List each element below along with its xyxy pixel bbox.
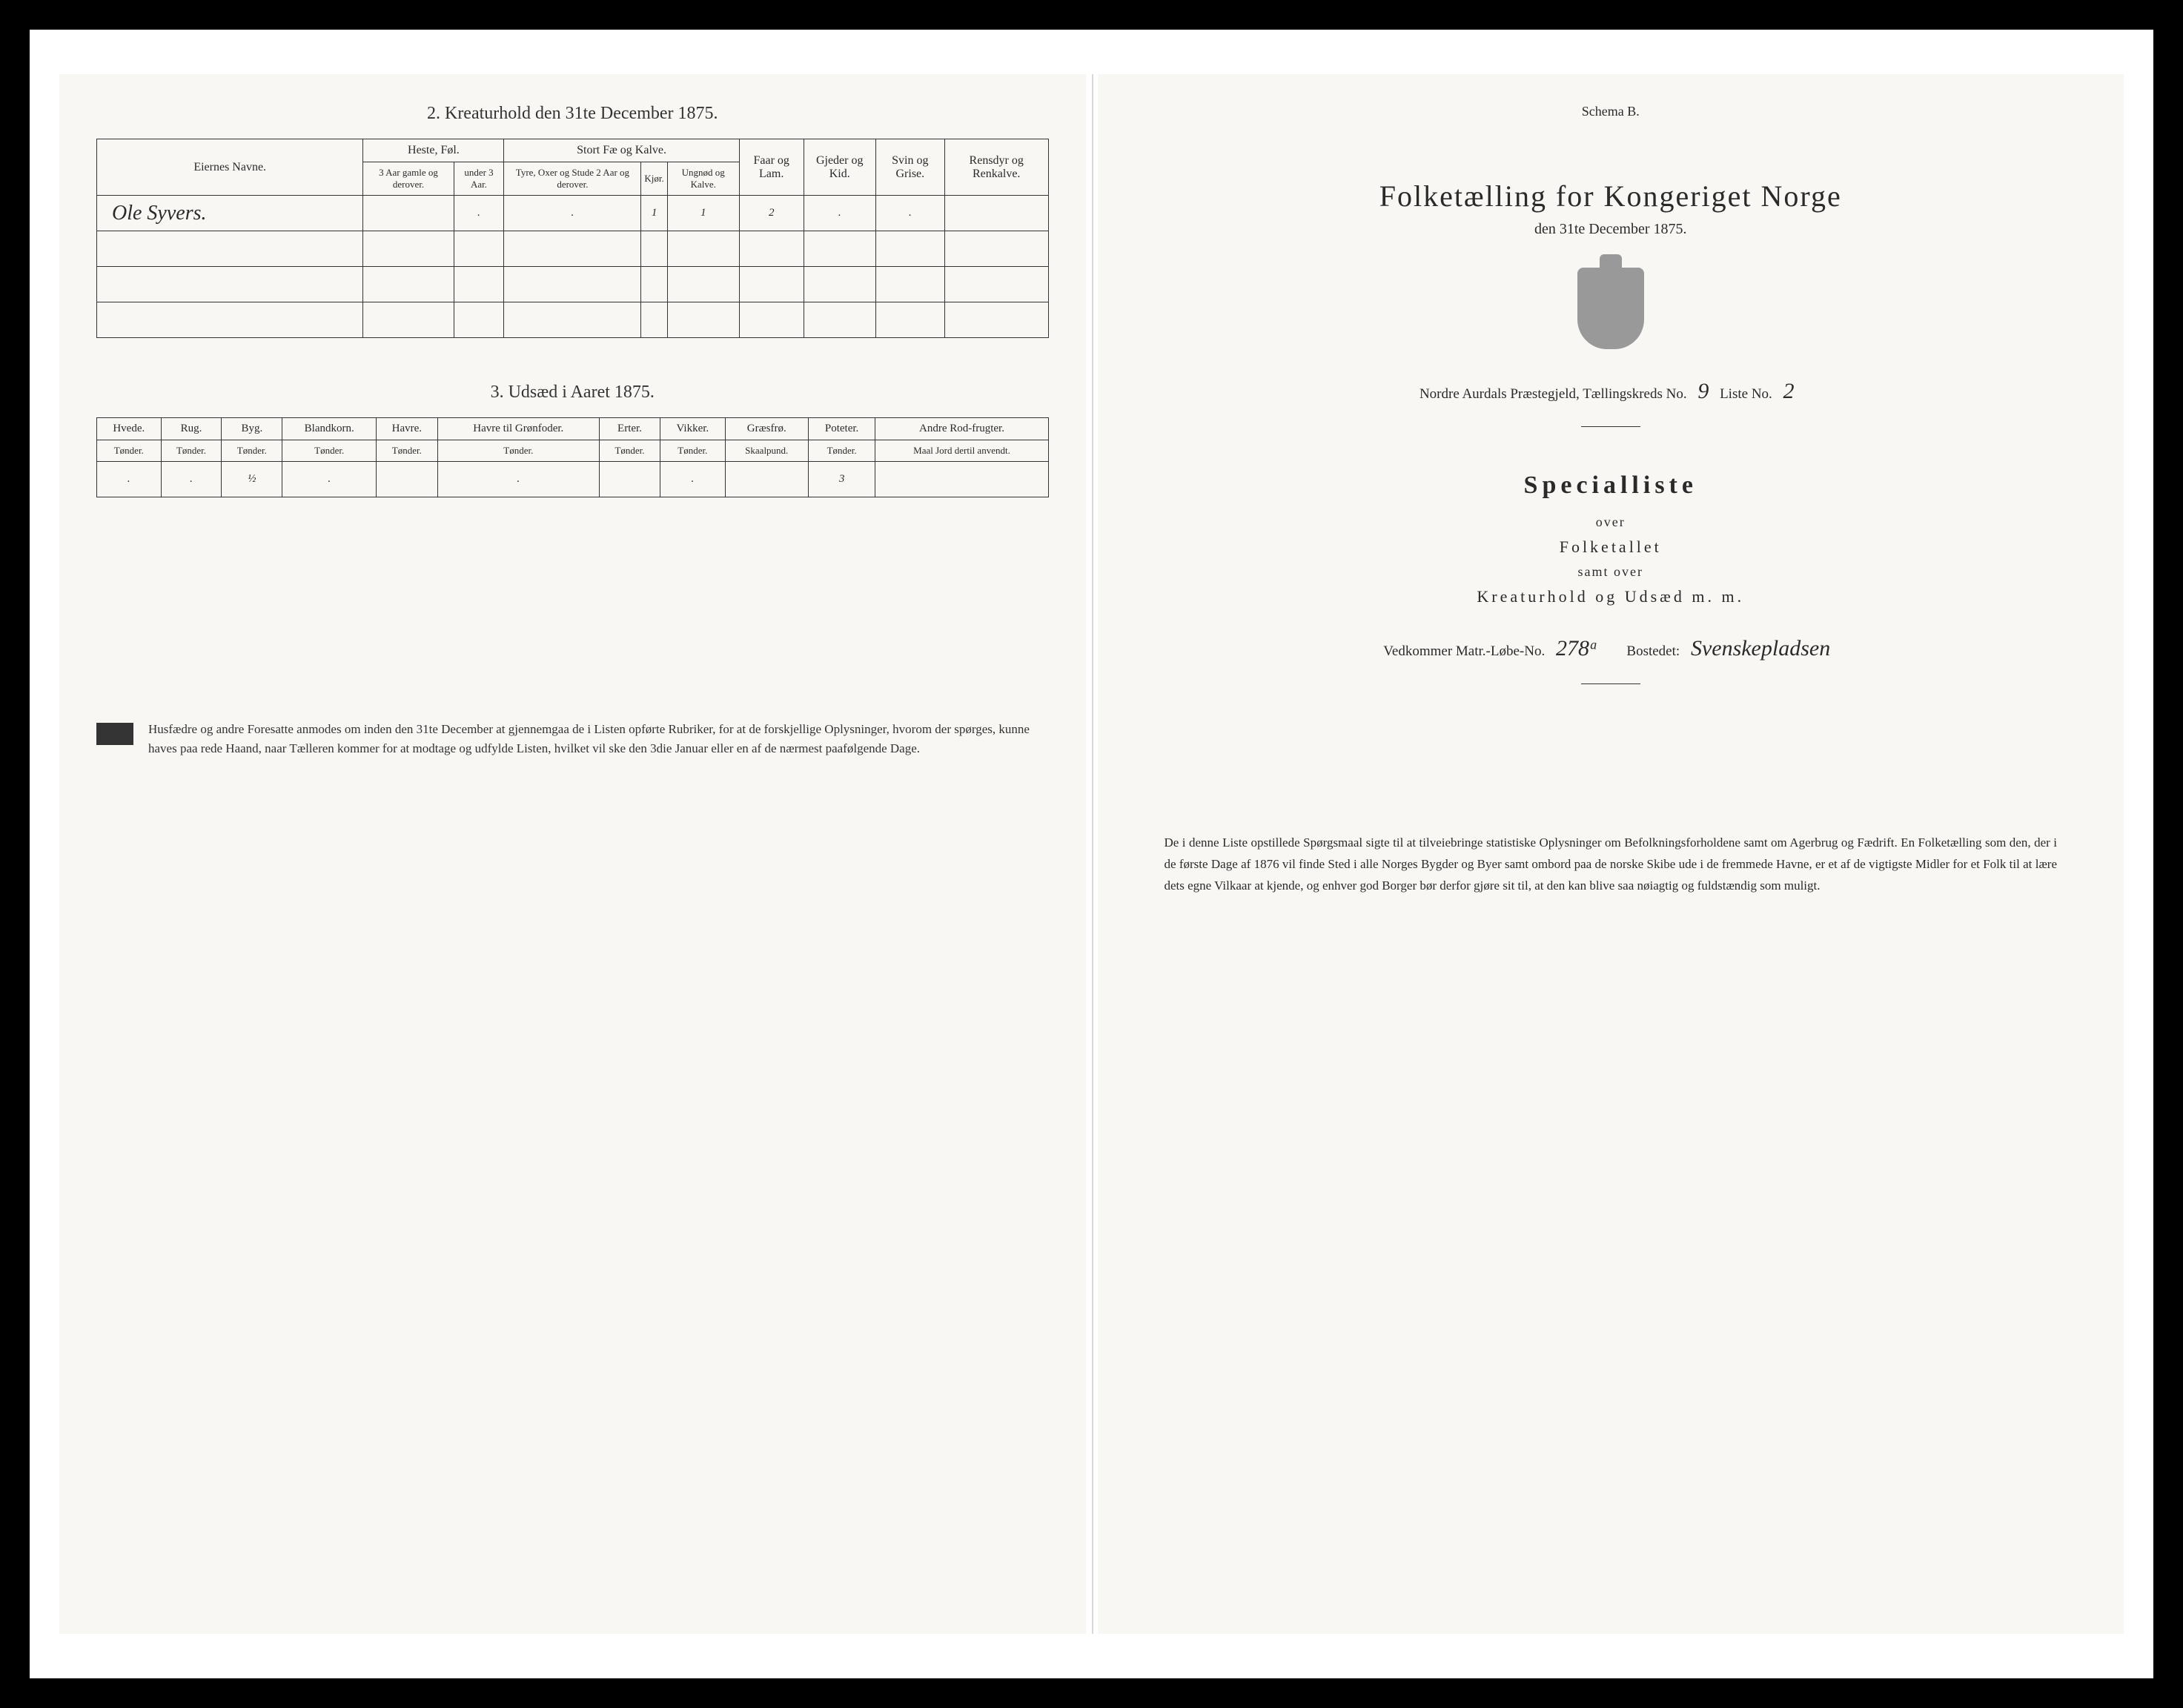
cell: 3	[808, 462, 875, 497]
cell	[875, 462, 1048, 497]
kreds-no: 9	[1690, 379, 1716, 403]
right-page: Schema B. Folketælling for Kongeriget No…	[1098, 74, 2124, 1634]
cell	[600, 462, 660, 497]
cell: .	[97, 462, 162, 497]
cell: .	[437, 462, 600, 497]
col-eiernes-navne: Eiernes Navne.	[97, 139, 363, 196]
col-stort-1: Tyre, Oxer og Stude 2 Aar og derover.	[504, 162, 641, 196]
col-poteter: Poteter.	[808, 418, 875, 440]
udsaed-table: Hvede. Rug. Byg. Blandkorn. Havre. Havre…	[96, 417, 1049, 497]
col-rug: Rug.	[161, 418, 222, 440]
col-graesfro: Græsfrø.	[725, 418, 808, 440]
cell: .	[660, 462, 725, 497]
cell	[377, 462, 437, 497]
col-stort-2: Kjør.	[641, 162, 667, 196]
col-heste-1: 3 Aar gamle og derover.	[363, 162, 454, 196]
col-hvede: Hvede.	[97, 418, 162, 440]
district-line: Nordre Aurdals Præstegjeld, Tællingskred…	[1135, 379, 2087, 404]
cell: 2	[739, 196, 804, 231]
cell: .	[282, 462, 377, 497]
col-heste-2: under 3 Aar.	[454, 162, 504, 196]
pointing-hand-icon	[96, 723, 133, 745]
col-group-stort: Stort Fæ og Kalve.	[504, 139, 739, 162]
samt-over-label: samt over	[1135, 564, 2087, 580]
unit: Maal Jord dertil anvendt.	[875, 440, 1048, 462]
col-vikker: Vikker.	[660, 418, 725, 440]
col-havre: Havre.	[377, 418, 437, 440]
cell: 1	[667, 196, 739, 231]
table-row: . . ½ . . . 3	[97, 462, 1049, 497]
left-page: 2. Kreaturhold den 31te December 1875. E…	[59, 74, 1086, 1634]
unit: Tønder.	[97, 440, 162, 462]
schema-label: Schema B.	[1135, 104, 2087, 119]
divider	[1581, 426, 1640, 427]
table-row	[97, 231, 1049, 267]
section-3-title: 3. Udsæd i Aaret 1875.	[96, 383, 1049, 403]
coat-of-arms-icon	[1577, 268, 1644, 349]
cell	[944, 196, 1048, 231]
col-havre-gron: Havre til Grønfoder.	[437, 418, 600, 440]
document-scan: 2. Kreaturhold den 31te December 1875. E…	[30, 30, 2153, 1678]
cell	[725, 462, 808, 497]
col-andre: Andre Rod-frugter.	[875, 418, 1048, 440]
table-row	[97, 302, 1049, 338]
kreaturhold-label: Kreaturhold og Udsæd m. m.	[1135, 587, 2087, 606]
col-rensdyr: Rensdyr og Renkalve.	[944, 139, 1048, 196]
col-gjeder: Gjeder og Kid.	[804, 139, 875, 196]
cell	[363, 196, 454, 231]
cell: 1	[641, 196, 667, 231]
footnote-text: Husfædre og andre Foresatte anmodes om i…	[148, 720, 1049, 758]
bostedet-value: Svenskepladsen	[1683, 636, 1838, 661]
col-erter: Erter.	[600, 418, 660, 440]
bostedet-label: Bostedet:	[1626, 643, 1680, 659]
owner-name: Ole Syvers.	[97, 196, 363, 231]
cell: .	[454, 196, 504, 231]
cell: .	[875, 196, 944, 231]
bottom-paragraph: De i denne Liste opstillede Spørgsmaal s…	[1135, 833, 2087, 897]
vedkommer-label: Vedkommer Matr.-Løbe-No.	[1383, 643, 1545, 659]
col-faar: Faar og Lam.	[739, 139, 804, 196]
over-label: over	[1135, 514, 2087, 530]
unit: Tønder.	[600, 440, 660, 462]
matr-no: 278ᵃ	[1548, 636, 1606, 661]
udsaed-units-row: Tønder. Tønder. Tønder. Tønder. Tønder. …	[97, 440, 1049, 462]
cell: ½	[222, 462, 282, 497]
unit: Tønder.	[282, 440, 377, 462]
col-byg: Byg.	[222, 418, 282, 440]
bosted-line: Vedkommer Matr.-Løbe-No. 278ᵃ Bostedet: …	[1135, 636, 2087, 661]
table-row: Ole Syvers. . . 1 1 2 . .	[97, 196, 1049, 231]
unit: Tønder.	[222, 440, 282, 462]
col-svin: Svin og Grise.	[875, 139, 944, 196]
unit: Tønder.	[377, 440, 437, 462]
table-row	[97, 267, 1049, 302]
col-blandkorn: Blandkorn.	[282, 418, 377, 440]
cell: .	[504, 196, 641, 231]
col-group-heste: Heste, Føl.	[363, 139, 504, 162]
unit: Tønder.	[660, 440, 725, 462]
left-footnote: Husfædre og andre Foresatte anmodes om i…	[96, 720, 1049, 758]
udsaed-header-row: Hvede. Rug. Byg. Blandkorn. Havre. Havre…	[97, 418, 1049, 440]
cell: .	[161, 462, 222, 497]
cell: .	[804, 196, 875, 231]
page-fold	[1092, 74, 1093, 1634]
divider	[1581, 683, 1640, 684]
col-stort-3: Ungnød og Kalve.	[667, 162, 739, 196]
specialliste-heading: Specialliste	[1135, 471, 2087, 500]
unit: Tønder.	[808, 440, 875, 462]
liste-no: 2	[1776, 379, 1802, 403]
district-prefix: Nordre Aurdals Præstegjeld, Tællingskred…	[1420, 386, 1687, 402]
unit: Skaalpund.	[725, 440, 808, 462]
liste-label: Liste No.	[1720, 386, 1772, 402]
kreaturhold-table: Eiernes Navne. Heste, Føl. Stort Fæ og K…	[96, 139, 1049, 338]
section-2-title: 2. Kreaturhold den 31te December 1875.	[96, 104, 1049, 124]
subtitle: den 31te December 1875.	[1135, 221, 2087, 238]
unit: Tønder.	[161, 440, 222, 462]
main-title: Folketælling for Kongeriget Norge	[1135, 179, 2087, 214]
unit: Tønder.	[437, 440, 600, 462]
folketallet-label: Folketallet	[1135, 537, 2087, 557]
